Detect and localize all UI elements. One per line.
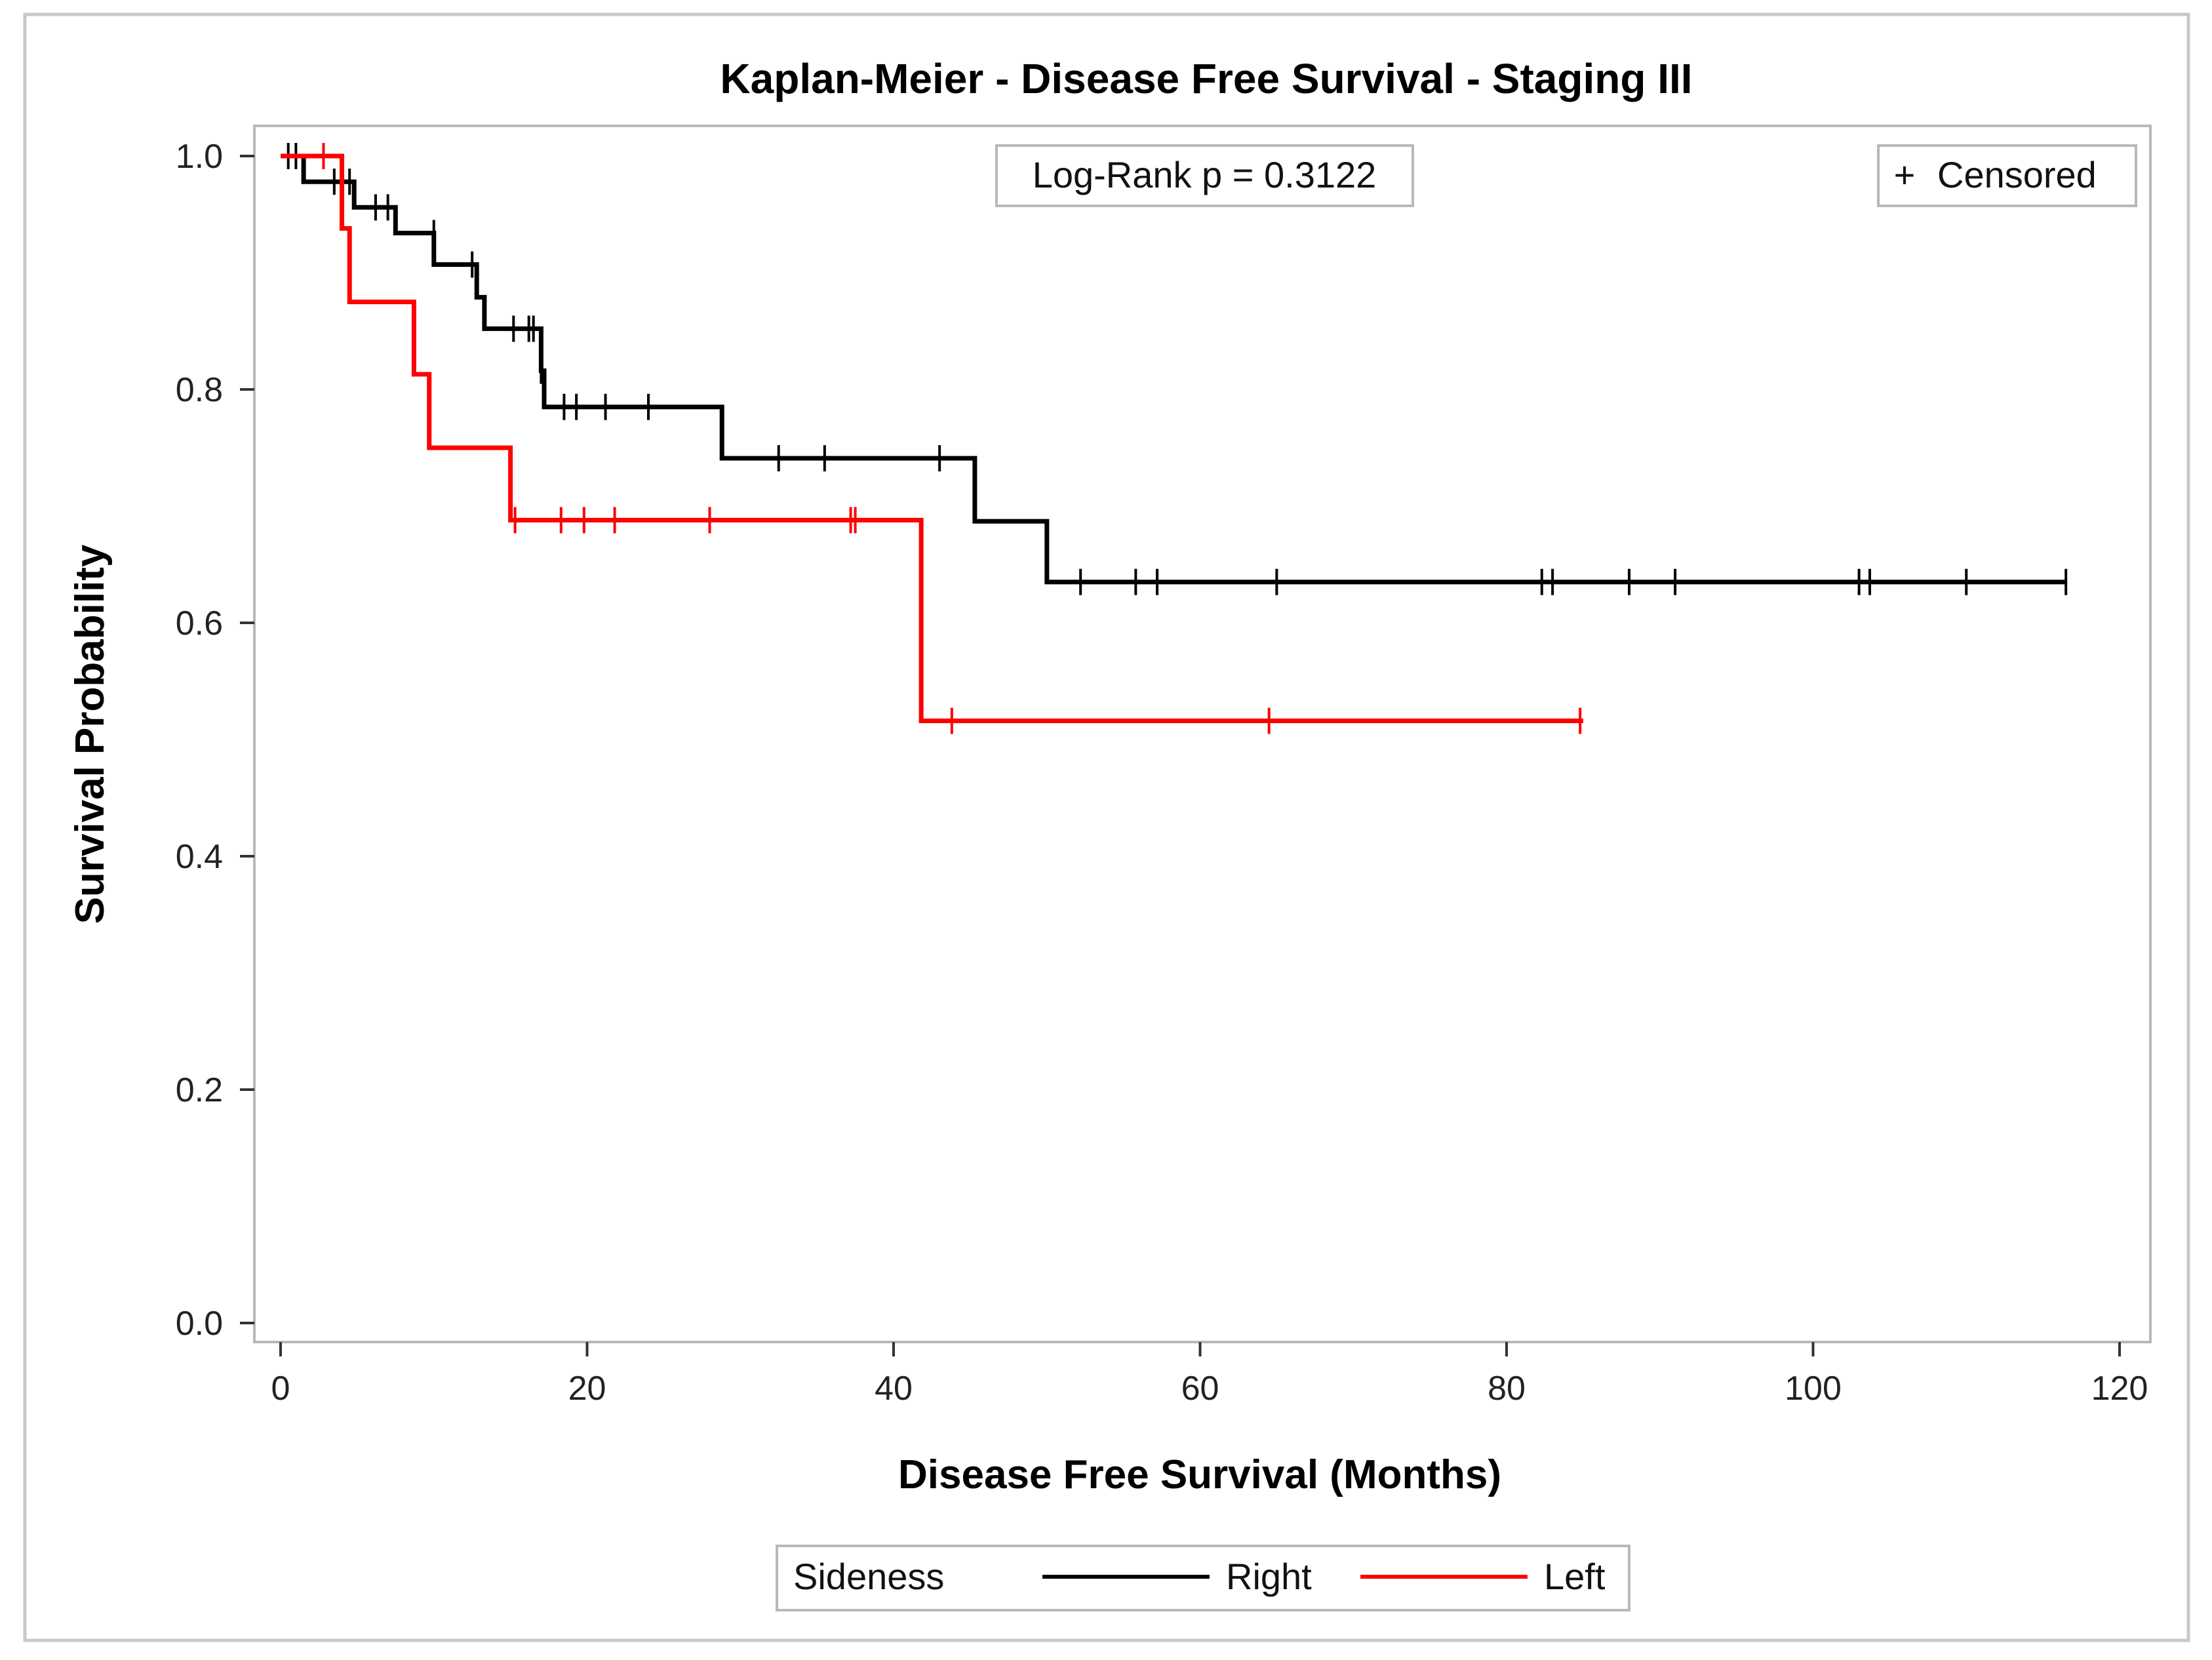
censored-symbol: + (1894, 154, 1916, 195)
x-axis-title: Disease Free Survival (Months) (898, 1452, 1501, 1497)
figure-border (23, 12, 2190, 1642)
x-axis: 0 20 40 60 80 100 120 (271, 1342, 2148, 1408)
y-tick-label: 0.2 (176, 1071, 223, 1109)
survival-curve-right (281, 153, 2066, 585)
x-tick-label: 60 (1181, 1370, 1219, 1408)
censored-legend-box (1877, 144, 2137, 207)
x-tick-label: 120 (2091, 1370, 2148, 1408)
censored-legend: + Censored (1877, 144, 2137, 207)
x-tick-label: 100 (1785, 1370, 1842, 1408)
x-tick-label: 20 (568, 1370, 606, 1408)
legend-title: Sideness (793, 1556, 944, 1597)
series-layer (281, 143, 2068, 734)
y-axis: 0.0 0.2 0.4 0.6 0.8 1.0 (176, 138, 254, 1343)
chart-title: Kaplan-Meier - Disease Free Survival - S… (720, 55, 1692, 102)
y-tick-label: 1.0 (176, 138, 223, 176)
logrank-text: Log-Rank p = 0.3122 (1033, 154, 1377, 195)
survival-curve-left (281, 153, 1583, 723)
x-tick-label: 80 (1488, 1370, 1526, 1408)
x-tick-label: 0 (271, 1370, 290, 1408)
y-tick-label: 0.4 (176, 838, 223, 876)
legend-label-left: Left (1544, 1556, 1606, 1597)
logrank-box (995, 144, 1414, 207)
series-left (281, 143, 1583, 734)
plot-area (253, 125, 2152, 1343)
y-tick-label: 0.6 (176, 604, 223, 642)
series-legend: Sideness Right Left (776, 1545, 1630, 1611)
x-tick-label: 40 (875, 1370, 913, 1408)
y-tick-label: 0.0 (176, 1305, 223, 1343)
censored-label: Censored (1937, 154, 2097, 195)
logrank-annotation: Log-Rank p = 0.3122 (995, 144, 1414, 207)
y-tick-label: 0.8 (176, 371, 223, 409)
legend-label-right: Right (1226, 1556, 1312, 1597)
y-axis-title: Survival Probability (68, 544, 113, 924)
